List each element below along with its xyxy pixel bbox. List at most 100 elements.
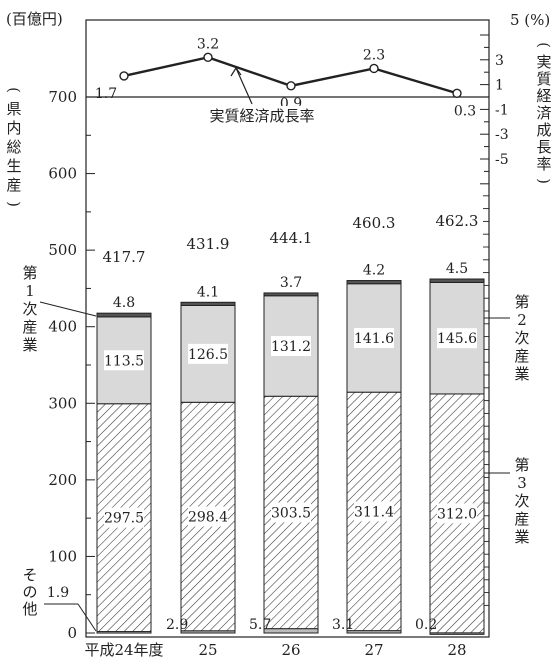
primary-industry-label-char: 次 (22, 300, 37, 318)
right-axis-title-char: 実 (536, 53, 551, 71)
other-value-label: 5.7 (249, 617, 271, 633)
tertiary-industry-label-char: 次 (514, 492, 529, 510)
secondary-industry-label-char: 2 (517, 311, 527, 329)
total-value-label: 462.3 (436, 212, 479, 230)
other-value-label: 3.1 (332, 617, 354, 633)
secondary-value-label: 145.6 (437, 331, 477, 347)
label-box (354, 501, 394, 522)
primary-value-label: 4.5 (446, 261, 468, 277)
growth-rate-point (452, 88, 462, 98)
other-leader-line (77, 603, 97, 632)
label-box (188, 343, 228, 364)
label-box (104, 350, 144, 371)
tertiary-industry-label-char: 3 (517, 474, 527, 492)
left-axis-tick-label: 200 (48, 471, 77, 489)
left-axis-title-char: 県 (6, 100, 21, 118)
tertiary-industry-label-char: 産 (514, 510, 529, 528)
label-box (437, 503, 477, 524)
growth-rate-point (286, 81, 296, 91)
primary-value-label: 3.7 (280, 275, 302, 291)
right-axis-title-char: 済 (536, 104, 551, 122)
growth-rate-label: 1.7 (95, 86, 117, 102)
tertiary-value-label: 312.0 (437, 506, 477, 522)
bar-segment-other (263, 628, 319, 634)
right-axis-tick-label: -3 (495, 127, 509, 143)
secondary-industry-label-char: 次 (514, 329, 529, 347)
secondary-value-label: 113.5 (104, 353, 144, 369)
label-box (271, 502, 311, 523)
left-axis-tick-label: 100 (48, 547, 77, 565)
growth-rate-label: 2.3 (363, 47, 385, 63)
tertiary-industry-label-char: 第 (514, 456, 529, 474)
right-axis-tick-label: 3 (495, 53, 504, 69)
total-value-label: 460.3 (353, 214, 396, 232)
annotation-background (206, 106, 318, 126)
left-axis-tick-label: 400 (48, 318, 77, 336)
secondary-industry-label-char: 産 (514, 347, 529, 365)
left-axis-tick-label: 0 (67, 624, 77, 642)
secondary-value-label: 141.6 (354, 331, 394, 347)
label-box (271, 336, 311, 357)
growth-rate-point (369, 63, 379, 74)
left-axis-tick-label: 300 (48, 394, 77, 412)
right-axis-title-char: 経 (536, 87, 551, 105)
growth-rate-label: 3.2 (197, 36, 219, 52)
secondary-value-label: 131.2 (271, 339, 311, 355)
growth-rate-label: 0.3 (454, 103, 476, 119)
right-axis-tick-label: -1 (495, 102, 509, 118)
growth-rate-point (119, 71, 129, 81)
right-axis-tick-label: -5 (495, 152, 509, 168)
left-axis-title-char: 総 (6, 138, 21, 156)
other-label-char: の (22, 583, 37, 601)
primary-leader-line (39, 301, 97, 317)
primary-industry-label-char: 第 (22, 264, 37, 282)
secondary-value-label: 126.5 (188, 347, 228, 363)
primary-value-label: 4.1 (197, 284, 219, 300)
category-label: 25 (198, 641, 217, 659)
secondary-industry-label-char: 業 (514, 365, 529, 383)
primary-value-label: 4.2 (363, 263, 385, 279)
right-axis-tick-label: 1 (495, 78, 504, 94)
left-axis-title-char: 生 (6, 157, 21, 175)
other-value-label: 0.2 (415, 617, 437, 633)
secondary-industry-label-char: 第 (514, 293, 529, 311)
label-box (437, 328, 477, 349)
category-label: 平成24年度 (84, 641, 163, 659)
category-label: 27 (364, 641, 383, 659)
tertiary-value-label: 297.5 (104, 511, 144, 527)
right-axis-unit: 5 (%) (510, 11, 550, 29)
label-box (188, 506, 228, 527)
left-axis-title-char: 産 (6, 176, 21, 194)
right-axis-title-char: ( (535, 42, 553, 48)
left-axis-title-char: ) (5, 201, 23, 207)
left-axis-unit: (百億円) (6, 10, 63, 28)
right-axis-title-char: 成 (536, 121, 551, 139)
left-axis-tick-label: 500 (48, 241, 77, 259)
growth-annotation-arrow (235, 67, 253, 105)
left-axis-title-char: ( (5, 87, 23, 93)
bar-segment-primary (96, 312, 152, 318)
right-axis-title-char: 質 (536, 70, 551, 88)
primary-industry-label-char: 産 (22, 318, 37, 336)
other-label-char: そ (22, 566, 37, 584)
bar-segment-primary (263, 292, 319, 297)
total-value-label: 431.9 (187, 235, 230, 253)
plot-frame (85, 19, 490, 638)
total-value-label: 444.1 (270, 229, 313, 247)
bar-segment-primary (180, 301, 236, 306)
growth-rate-point (203, 52, 213, 63)
primary-industry-label-char: 業 (22, 336, 37, 354)
other-value-label: 1.9 (47, 585, 69, 601)
right-axis-title-char: ) (535, 178, 553, 184)
right-axis-title-char: 長 (536, 138, 551, 156)
tertiary-value-label: 303.5 (271, 505, 311, 521)
left-axis-title-char: 内 (6, 119, 21, 137)
bar-segment-primary (346, 280, 402, 285)
label-box (104, 507, 144, 528)
tertiary-value-label: 311.4 (354, 504, 394, 520)
primary-industry-label-char: 1 (25, 282, 35, 300)
growth-annotation-arrowhead (230, 66, 242, 77)
total-value-label: 417.7 (103, 248, 146, 266)
category-label: 28 (447, 641, 466, 659)
